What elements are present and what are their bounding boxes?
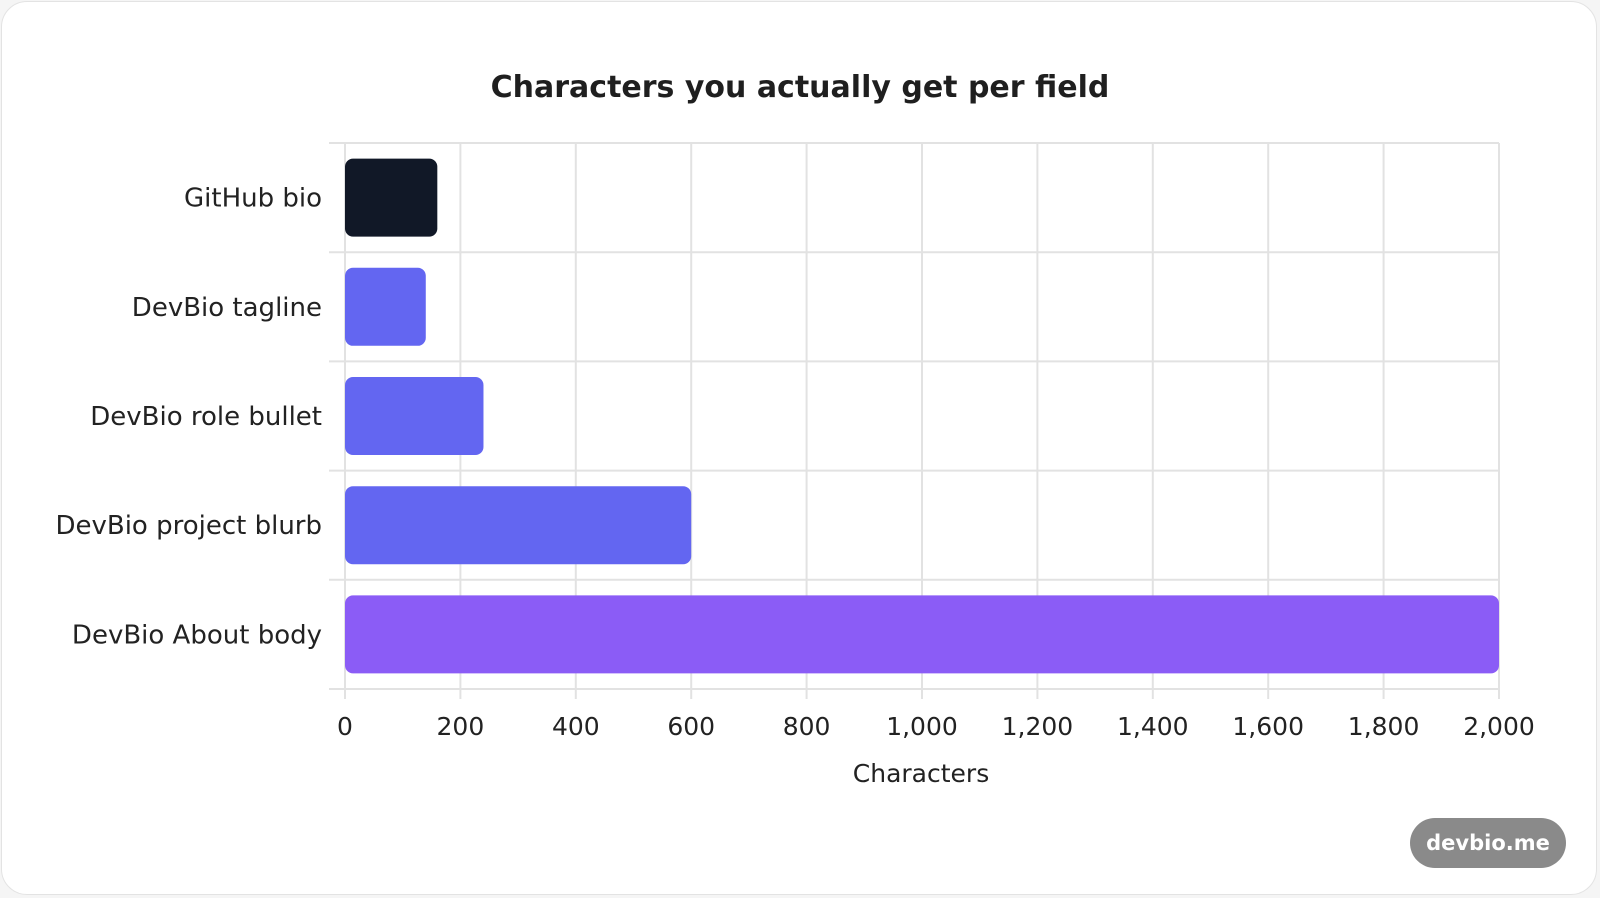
category-label: DevBio role bullet — [90, 402, 322, 432]
x-tick-label: 1,800 — [1348, 712, 1420, 741]
x-tick-label: 400 — [552, 712, 600, 741]
category-label: GitHub bio — [184, 184, 322, 214]
bar[interactable] — [345, 377, 484, 455]
x-tick-labels: 0 200 400 600 800 1,000 1,200 1,400 1,600 1,800 2,… — [337, 712, 1535, 741]
category-labels: GitHub bio DevBio tagline DevBio role bull… — [55, 184, 322, 651]
bar[interactable] — [345, 158, 438, 237]
x-tick-label: 1,000 — [886, 712, 958, 741]
x-tick-label: 2,000 — [1463, 712, 1535, 741]
bars — [345, 158, 1499, 674]
chart-title: Characters you actually get per field — [491, 70, 1110, 105]
x-tick-label: 0 — [337, 712, 353, 741]
category-label: DevBio About body — [72, 620, 322, 650]
bar[interactable] — [345, 486, 692, 565]
x-tick-label: 1,600 — [1232, 712, 1304, 741]
category-label: DevBio project blurb — [55, 511, 322, 541]
x-tick-label: 800 — [783, 712, 831, 741]
x-axis-title: Characters — [853, 759, 989, 788]
category-label: DevBio tagline — [132, 293, 322, 323]
x-tick-label: 200 — [437, 712, 485, 741]
x-tick-label: 600 — [667, 712, 715, 741]
x-tick-label: 1,200 — [1002, 712, 1074, 741]
x-tick-label: 1,400 — [1117, 712, 1189, 741]
bar[interactable] — [345, 267, 426, 346]
devbio-watermark-badge[interactable]: devbio.me — [1410, 818, 1566, 868]
bar[interactable] — [345, 595, 1499, 674]
